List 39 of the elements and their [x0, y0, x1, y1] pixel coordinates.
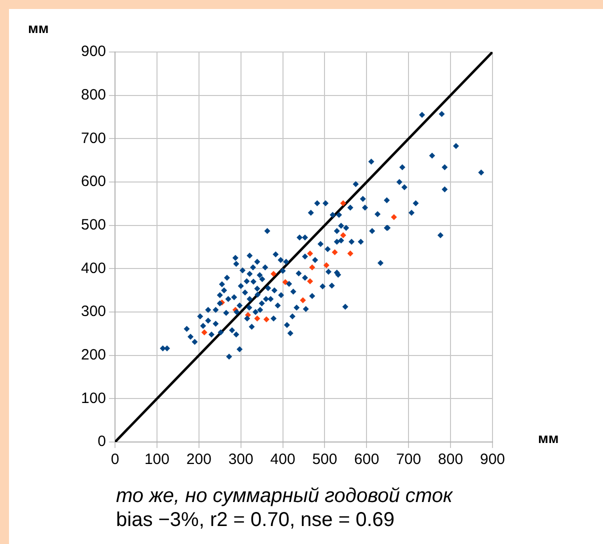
x-tick-label: 800 [438, 451, 464, 468]
y-tick-label: 600 [80, 173, 106, 190]
point [300, 297, 306, 304]
point [263, 316, 270, 322]
x-tick-label: 500 [312, 451, 338, 468]
x-tick-label: 700 [396, 451, 422, 468]
point [254, 316, 260, 322]
y-tick-label: 200 [80, 346, 106, 364]
point [201, 329, 208, 336]
point [347, 250, 354, 256]
point [282, 279, 288, 286]
point [332, 249, 338, 256]
x-tick-label: 300 [228, 451, 254, 468]
y-tick-label: 500 [80, 216, 106, 234]
x-tick-label: 200 [186, 451, 212, 468]
y-tick-label: 100 [80, 390, 106, 407]
x-tick-label: 0 [110, 451, 120, 468]
point [270, 270, 277, 277]
x-tick-label: 400 [270, 451, 296, 468]
x-tick-label: 100 [144, 451, 170, 468]
y-axis-title: мм [28, 20, 49, 36]
point [307, 250, 314, 256]
point [340, 200, 346, 206]
point [340, 232, 346, 238]
y-tick-label: 800 [80, 86, 106, 104]
x-tick-label: 600 [354, 451, 380, 468]
y-tick-label: 400 [80, 260, 106, 277]
point [309, 264, 316, 270]
y-tick-label: 0 [98, 433, 106, 450]
point [323, 262, 330, 268]
x-tick-label: 900 [480, 451, 505, 468]
x-axis-title: мм [538, 430, 559, 446]
y-tick-label: 700 [80, 130, 106, 147]
text: то же, но суммарный годовой сток [116, 484, 452, 508]
y-tick-label: 900 [80, 43, 106, 60]
point [390, 214, 397, 220]
text: bias −3%, r2 = 0.70, nse = 0.69 [116, 508, 396, 532]
y-tick-label: 300 [80, 303, 106, 320]
point [307, 278, 314, 284]
